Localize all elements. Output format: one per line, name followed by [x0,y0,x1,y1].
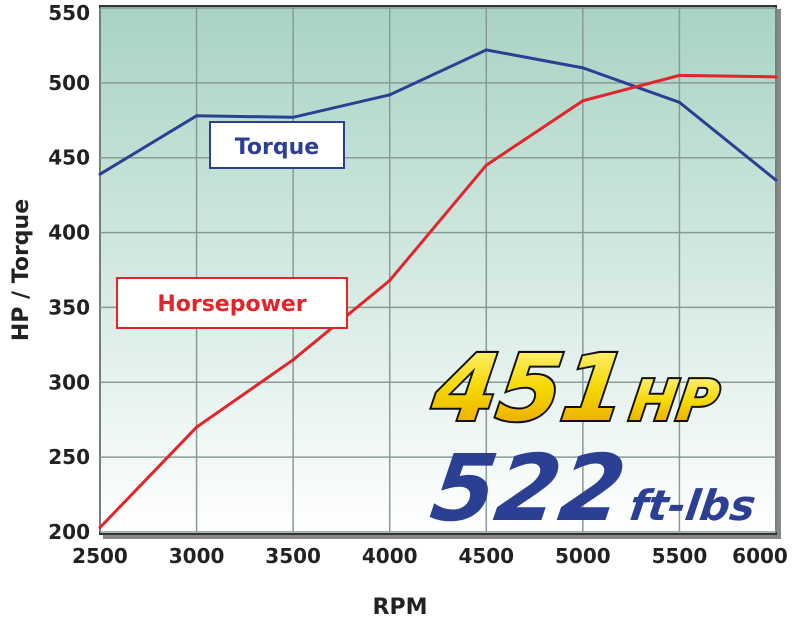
horsepower-point [195,425,199,429]
hp-unit: HP [626,369,723,434]
torque-unit: ft-lbs [627,481,759,530]
torque-point [484,48,488,52]
horsepower-line [98,73,777,529]
torque-badge: 522 ft-lbs [425,434,759,541]
horsepower-legend-box: Horsepower [116,277,348,329]
hp-badge: 451 HP [424,332,725,443]
torque-point [677,100,681,104]
y-tick-label: 450 [48,146,90,170]
x-tick-label: 5500 [652,544,708,568]
torque-point [581,66,585,70]
x-tick-label: 5000 [555,544,611,568]
torque-point [291,115,295,119]
x-tick-label: 3000 [169,544,225,568]
hp-value: 451 [426,334,634,441]
torque-point [774,178,778,182]
horsepower-point [677,73,681,77]
torque-point [98,172,102,176]
horsepower-point [581,99,585,103]
y-axis-label: HP / Torque [9,199,34,341]
horsepower-point [774,75,778,79]
torque-line [99,48,777,182]
x-tick-label: 6000 [732,544,788,568]
x-tick-label: 3500 [265,544,321,568]
x-axis-label: RPM [373,595,428,617]
horsepower-point [291,358,295,362]
horsepower-point [484,163,488,167]
plot-area [99,5,777,535]
x-tick-label: 4500 [458,544,514,568]
y-tick-label: 350 [48,295,90,319]
torque-legend-box: Torque [209,121,345,169]
torque-point [388,93,392,97]
y-tick-label: 500 [48,71,90,95]
y-tick-label: 200 [48,520,90,544]
x-tick-label: 4000 [362,544,418,568]
x-tick-label: 2500 [72,544,128,568]
y-tick-label: 400 [48,221,90,245]
y-tick-label: 300 [48,370,90,394]
y-tick-label: 250 [48,445,90,469]
horsepower-point [388,278,392,282]
horsepower-point [98,526,102,530]
torque-legend-label: Torque [235,135,319,160]
torque-point [195,114,199,118]
torque-value: 522 [425,434,632,541]
horsepower-legend-label: Horsepower [157,292,306,317]
y-tick-label: 550 [48,1,90,25]
